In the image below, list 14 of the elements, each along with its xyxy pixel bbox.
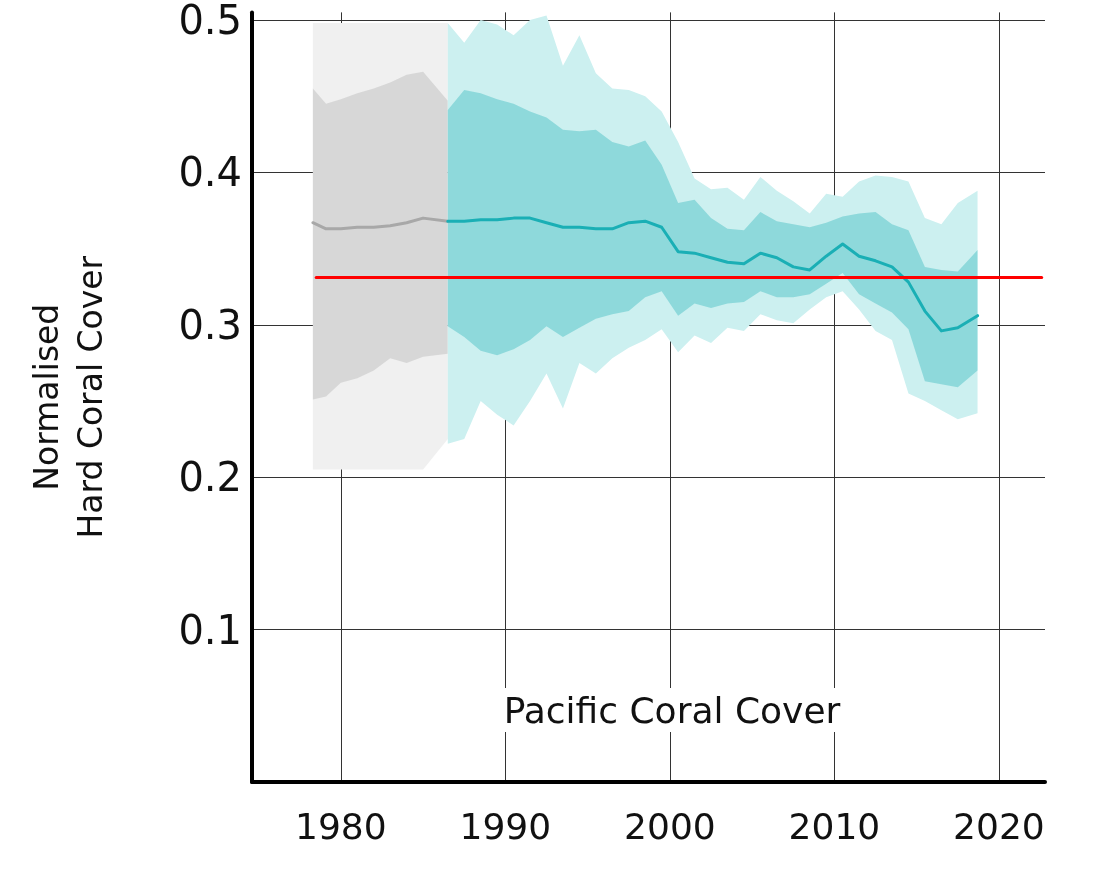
line-series (311, 216, 450, 231)
y-tick-label: 0.5 (178, 0, 242, 43)
x-tick-label: 2020 (953, 805, 1045, 847)
x-tick-label: 1980 (295, 805, 387, 847)
y-tick-label: 0.2 (178, 454, 242, 501)
y-tick-label: 0.4 (178, 149, 242, 196)
y-tick-label: 0.3 (178, 301, 242, 348)
x-tick-label: 2010 (788, 805, 881, 847)
y-axis-title: Normalised Hard Coral Cover (26, 255, 110, 539)
text: Pacific Coral Cover (503, 689, 841, 731)
line-series (446, 216, 980, 333)
x-tick-label: 2000 (624, 805, 716, 847)
x-tick-label: 1990 (459, 805, 552, 847)
y-tick-label: 0.1 (178, 606, 242, 653)
